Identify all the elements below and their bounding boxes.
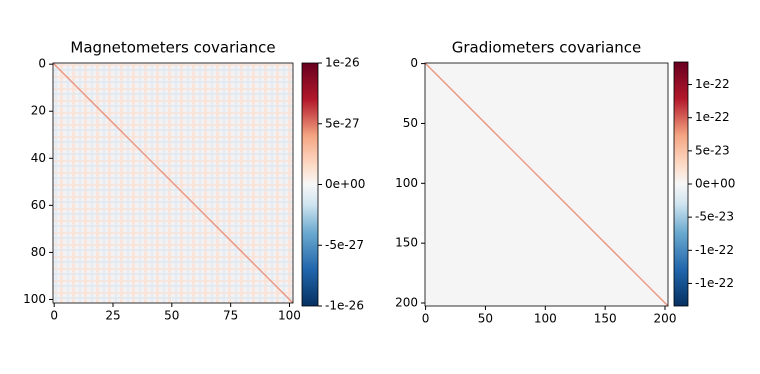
chart-title: Magnetometers covariance bbox=[70, 39, 275, 57]
colorbar-tick-label: 1e-22 bbox=[695, 110, 730, 124]
x-tick-label: 200 bbox=[654, 312, 677, 326]
heatmap-diagonal bbox=[52, 62, 294, 304]
y-tick-label: 0 bbox=[38, 57, 46, 71]
y-tick-label: 100 bbox=[395, 176, 418, 190]
colorbar-tick-label: 1e-22 bbox=[695, 77, 730, 91]
y-tick-label: 150 bbox=[395, 236, 418, 250]
y-tick-label: 60 bbox=[31, 198, 46, 212]
colorbar-tick-label: -1e-26 bbox=[325, 299, 364, 313]
colorbar-tick-label: 1e-26 bbox=[325, 56, 360, 70]
colorbar-tick-label: 0e+00 bbox=[695, 177, 735, 191]
x-tick-label: 25 bbox=[105, 309, 120, 323]
colorbar bbox=[301, 62, 319, 307]
x-tick-label: 150 bbox=[594, 312, 617, 326]
colorbar-tick-label: 0e+00 bbox=[325, 177, 365, 191]
colorbar-tick-label: 5e-23 bbox=[695, 143, 730, 157]
y-tick-label: 50 bbox=[403, 116, 418, 130]
colorbar-tick-label: -5e-27 bbox=[325, 238, 364, 252]
y-tick-label: 20 bbox=[31, 104, 46, 118]
x-tick-label: 0 bbox=[50, 309, 58, 323]
x-tick-label: 50 bbox=[478, 312, 493, 326]
colorbar-tick-label: -5e-23 bbox=[695, 210, 734, 224]
x-tick-label: 100 bbox=[278, 309, 301, 323]
y-tick-label: 200 bbox=[395, 296, 418, 310]
y-tick-label: 100 bbox=[23, 292, 46, 306]
colorbar-tick-label: 5e-27 bbox=[325, 116, 360, 130]
axes-frame bbox=[52, 62, 294, 304]
x-tick-label: 0 bbox=[422, 312, 430, 326]
heatmap-diagonal bbox=[424, 62, 669, 307]
colorbar-tick-label: -1e-22 bbox=[695, 243, 734, 257]
x-tick-label: 100 bbox=[534, 312, 557, 326]
axes-frame bbox=[424, 62, 669, 307]
y-tick-label: 40 bbox=[31, 151, 46, 165]
colorbar bbox=[673, 61, 689, 307]
x-tick-label: 75 bbox=[223, 309, 238, 323]
y-tick-label: 80 bbox=[31, 245, 46, 259]
colorbar-tick-label: -1e-22 bbox=[695, 276, 734, 290]
chart-title: Gradiometers covariance bbox=[452, 39, 642, 57]
y-tick-label: 0 bbox=[410, 56, 418, 70]
x-tick-label: 50 bbox=[164, 309, 179, 323]
